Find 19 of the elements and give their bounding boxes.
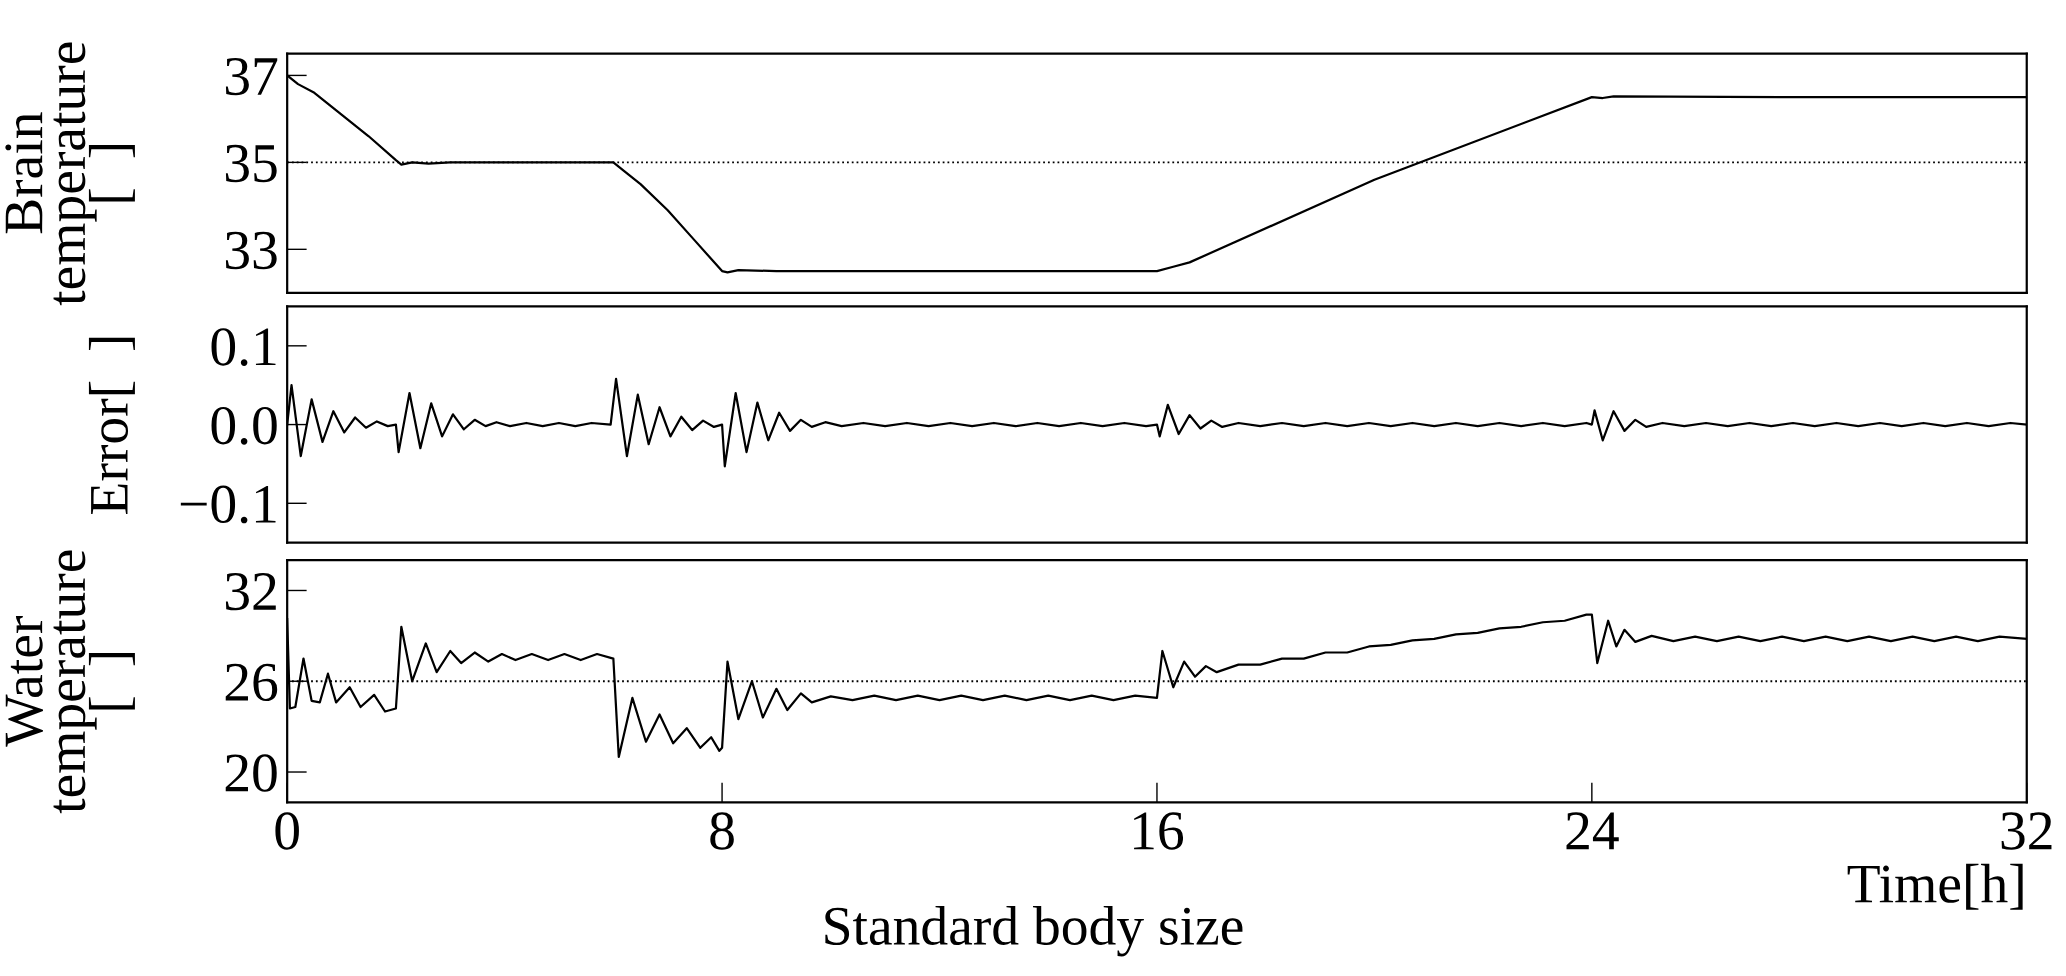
y-tick-label: 20	[225, 754, 277, 792]
x-tick-label: 16	[1134, 812, 1184, 850]
y-tick-label: 32	[225, 572, 276, 611]
y-axis-title: Error[ ]	[88, 337, 135, 514]
y-tick-label: 33	[225, 231, 277, 270]
y-tick-label: 35	[225, 144, 277, 183]
y-tick-label: 0.1	[211, 328, 276, 366]
y-axis-title: Brain temperature [ ]	[5, 42, 135, 306]
x-tick-label: 0	[275, 812, 299, 850]
y-tick-label: 26	[225, 663, 278, 702]
x-tick-label: 32	[2001, 812, 2052, 850]
x-axis-title: Time[h]	[1847, 863, 2023, 910]
y-axis-title: Water temperature [ ]	[5, 550, 135, 814]
x-tick-label: 8	[710, 812, 734, 850]
x-tick-label: 24	[1566, 812, 1619, 850]
y-tick-label: 0.0	[211, 406, 277, 445]
y-tick-label: −0.1	[180, 485, 276, 524]
text: Standard body size	[825, 905, 1243, 957]
y-tick-label: 37	[225, 57, 278, 96]
